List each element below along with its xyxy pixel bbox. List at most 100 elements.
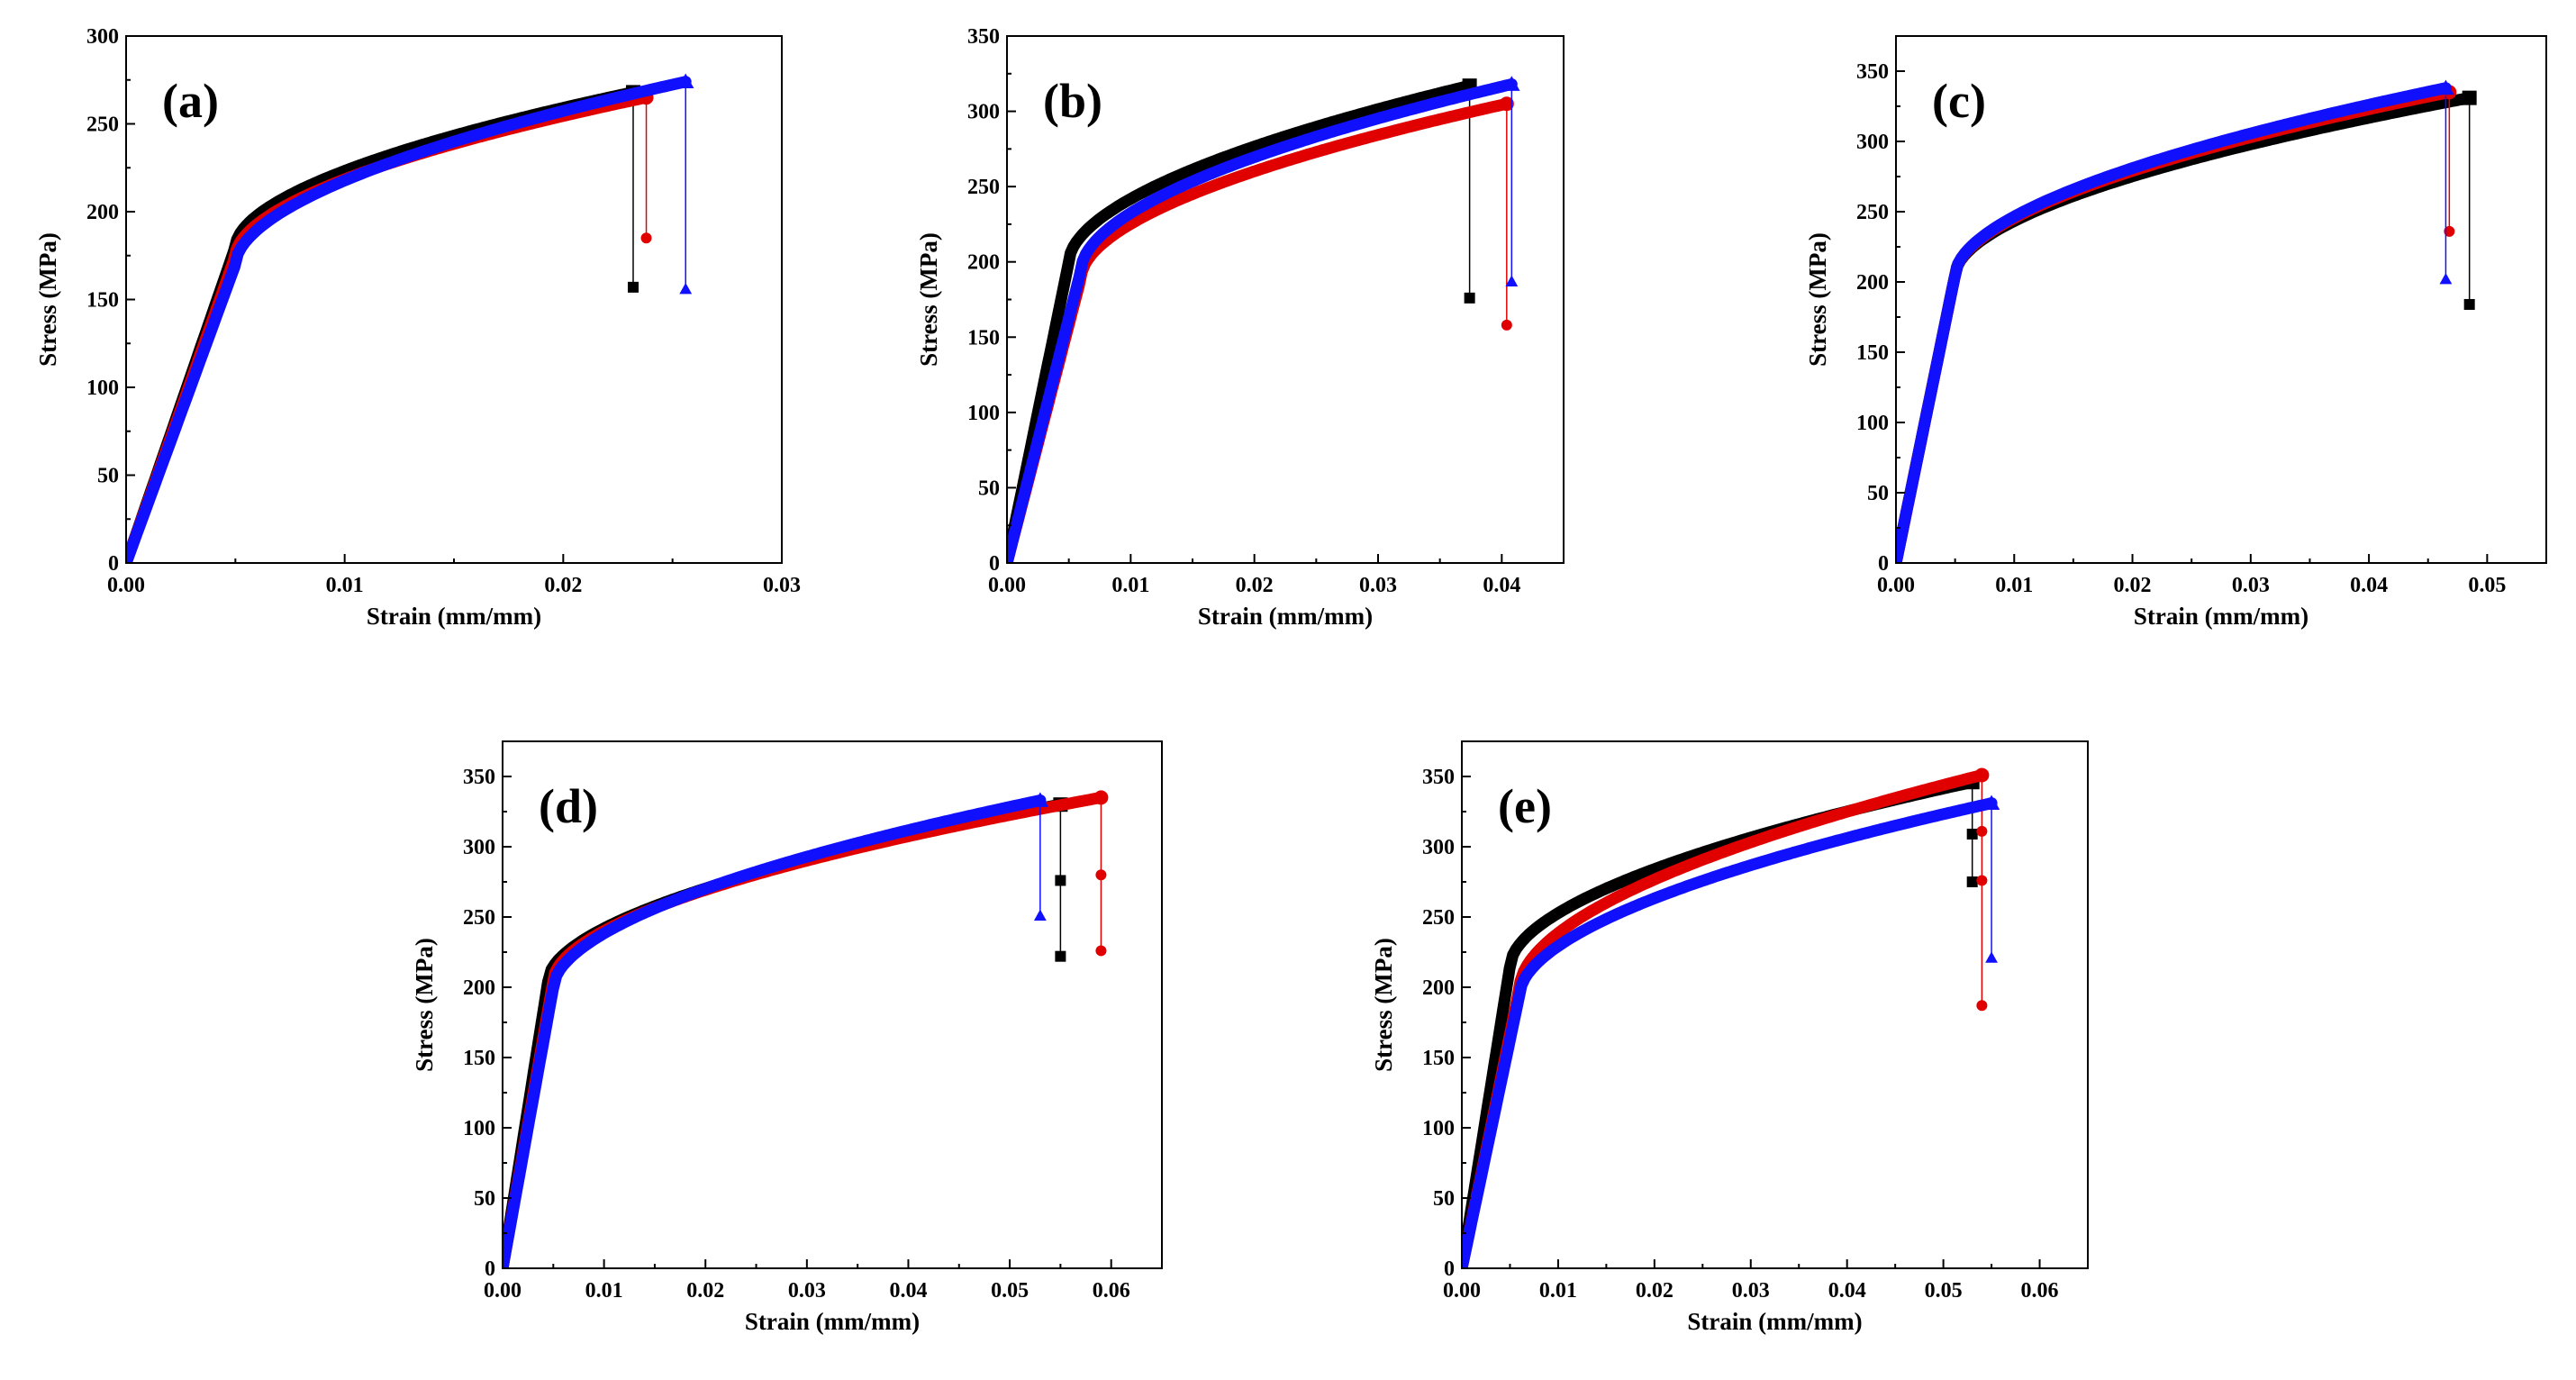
plot-frame <box>502 740 1163 1269</box>
y-tick-label: 350 <box>1422 766 1455 789</box>
plot-area <box>1462 767 2000 1268</box>
break-point-black <box>1055 950 1066 962</box>
fracture-point-blue <box>677 73 694 89</box>
x-tick-label: 0.05 <box>1925 1279 1963 1303</box>
y-axis-title: Stress (MPa) <box>34 232 61 367</box>
series-line-blue <box>1462 797 1998 1268</box>
fracture-point-blue <box>1982 794 2000 810</box>
x-tick-label: 0.06 <box>1093 1279 1130 1303</box>
x-tick-label: 0.01 <box>326 574 364 597</box>
fracture-point-red <box>1974 767 1990 783</box>
extra-point-red-0 <box>1095 869 1107 881</box>
y-tick-label: 0 <box>989 552 1000 576</box>
x-tick-label: 0.00 <box>107 574 145 597</box>
x-tick-label: 0.02 <box>2114 574 2152 597</box>
x-tick-label: 0.02 <box>544 574 582 597</box>
y-tick-label: 50 <box>1433 1187 1455 1211</box>
break-point-red <box>2444 225 2455 237</box>
plot-area <box>126 73 694 563</box>
y-tick-label: 250 <box>86 113 119 137</box>
panel-label: (a) <box>162 74 219 128</box>
y-tick-label: 150 <box>463 1047 495 1070</box>
extra-point-black-0 <box>1055 875 1066 886</box>
y-tick-label: 200 <box>463 976 495 1000</box>
x-tick-label: 0.04 <box>1483 574 1520 597</box>
x-tick-label: 0.03 <box>1732 1279 1770 1303</box>
series-line-blue <box>503 794 1047 1268</box>
y-tick-label: 50 <box>978 477 1000 500</box>
x-tick-label: 0.02 <box>1636 1279 1673 1303</box>
x-tick-label: 0.05 <box>2468 574 2506 597</box>
break-point-blue <box>1033 909 1047 921</box>
break-point-blue <box>1985 951 1998 963</box>
y-tick-label: 150 <box>967 326 1000 350</box>
y-axis-title: Stress (MPa) <box>1370 938 1397 1072</box>
y-tick-label: 300 <box>86 25 119 49</box>
y-tick-label: 0 <box>108 552 119 576</box>
y-axis-title: Stress (MPa) <box>915 232 942 367</box>
y-tick-label: 50 <box>1867 482 1889 505</box>
x-tick-label: 0.04 <box>1828 1279 1866 1303</box>
y-tick-label: 0 <box>1444 1257 1455 1281</box>
break-point-red <box>1501 319 1512 331</box>
break-point-blue <box>679 282 693 295</box>
y-tick-label: 100 <box>463 1117 495 1140</box>
y-tick-label: 350 <box>967 25 1000 49</box>
x-tick-label: 0.01 <box>1111 574 1149 597</box>
x-tick-label: 0.00 <box>1877 574 1915 597</box>
series-line-black <box>503 798 1066 1268</box>
fracture-point-blue <box>2437 79 2454 95</box>
x-axis-title: Strain (mm/mm) <box>367 603 541 630</box>
y-tick-label: 350 <box>463 766 495 789</box>
series-line-black <box>1007 79 1476 563</box>
y-tick-label: 200 <box>86 201 119 224</box>
y-tick-label: 150 <box>86 289 119 313</box>
x-axis-title: Strain (mm/mm) <box>1198 603 1373 630</box>
y-tick-label: 50 <box>474 1187 495 1211</box>
x-tick-label: 0.03 <box>2232 574 2270 597</box>
x-tick-label: 0.04 <box>2350 574 2388 597</box>
series-line-red <box>503 791 1107 1268</box>
break-point-black <box>2463 298 2475 310</box>
x-tick-label: 0.01 <box>1539 1279 1577 1303</box>
series-line-red <box>1896 86 2455 563</box>
x-tick-label: 0.02 <box>686 1279 724 1303</box>
x-tick-label: 0.06 <box>2021 1279 2059 1303</box>
y-tick-label: 50 <box>97 465 119 488</box>
y-tick-label: 100 <box>967 402 1000 425</box>
fracture-point-blue <box>1503 76 1520 91</box>
y-tick-label: 250 <box>463 906 495 930</box>
y-tick-label: 0 <box>1878 552 1889 576</box>
y-tick-label: 200 <box>1422 976 1455 1000</box>
series-line-black <box>1896 92 2476 563</box>
y-axis-title: Stress (MPa) <box>1804 232 1831 367</box>
extra-point-black-0 <box>1966 828 1978 840</box>
y-tick-label: 150 <box>1422 1047 1455 1070</box>
break-point-blue <box>1505 275 1519 286</box>
x-tick-label: 0.03 <box>1359 574 1397 597</box>
x-axis-title: Strain (mm/mm) <box>745 1308 920 1335</box>
y-tick-label: 200 <box>967 251 1000 275</box>
panel-label: (c) <box>1932 74 1986 128</box>
y-tick-label: 350 <box>1856 60 1889 84</box>
fracture-point-red <box>1093 790 1109 805</box>
y-tick-label: 300 <box>463 836 495 859</box>
chart-panel-5: 0 50 100 150 200 250 300 350 0.00 0.01 0.02 0.03 0.0… <box>1370 740 2089 1335</box>
fracture-point-blue <box>1031 792 1049 807</box>
chart-panel-2: 0 50 100 150 200 250 300 350 0.00 0.01 0.02 0.03 0.0… <box>915 25 1565 630</box>
break-point-red <box>1976 1000 1988 1012</box>
break-point-black <box>1464 292 1475 304</box>
x-tick-label: 0.01 <box>1995 574 2033 597</box>
series-line-blue <box>1896 82 2452 563</box>
x-tick-label: 0.04 <box>889 1279 927 1303</box>
y-axis-title: Stress (MPa) <box>411 938 438 1072</box>
y-tick-label: 150 <box>1856 341 1889 365</box>
break-point-blue <box>2439 272 2453 285</box>
x-axis-title: Strain (mm/mm) <box>2134 603 2308 630</box>
series-line-blue <box>1007 78 1518 563</box>
fracture-point-black <box>2462 90 2477 105</box>
y-tick-label: 100 <box>86 377 119 400</box>
x-axis-title: Strain (mm/mm) <box>1687 1308 1862 1335</box>
panel-label: (b) <box>1043 74 1102 128</box>
